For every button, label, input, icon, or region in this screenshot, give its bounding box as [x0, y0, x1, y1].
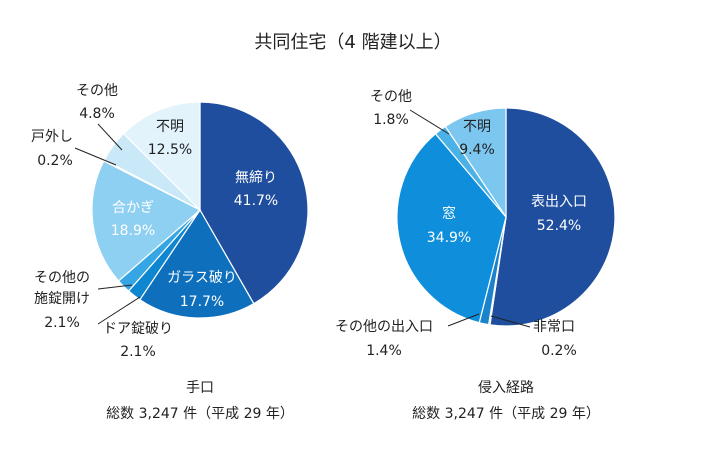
- slice-value-label: 34.9%: [427, 230, 471, 246]
- slice-value-label: 9.4%: [459, 142, 495, 158]
- slice-label: その他の出入口: [335, 319, 433, 335]
- slice-label: その他: [76, 83, 118, 99]
- slice-value-label: 2.1%: [120, 344, 156, 360]
- slice-value-label: 0.2%: [37, 153, 73, 169]
- leader-line: [409, 109, 450, 135]
- slice-value-label: 52.4%: [537, 218, 581, 234]
- slice-value-label: 4.8%: [79, 106, 115, 122]
- slice-label: 不明: [463, 119, 491, 135]
- pie-slice: [444, 107, 507, 219]
- slice-label: その他の: [34, 270, 90, 286]
- slice-label: 施錠開け: [34, 291, 90, 307]
- pie-slice: [122, 101, 201, 212]
- slice-value-label: 12.5%: [148, 142, 192, 158]
- slice-label: 無締り: [235, 169, 277, 186]
- pie-labels-method: 無締り 41.7% ガラス破り 17.7% 合かぎ 18.9% 不明 12.5%…: [31, 83, 278, 360]
- pie-slice: [139, 208, 255, 319]
- slice-label: 表出入口: [531, 194, 587, 210]
- leader-line: [97, 123, 123, 151]
- pie-subcaption-entry-route: 総数 3,247 件（平成 29 年）: [412, 406, 600, 422]
- slice-label: ガラス破り: [167, 270, 237, 286]
- pie-labels-entry-route: 表出入口 52.4% 窓 34.9% 不明 9.4% その他 1.8% その他の…: [335, 89, 587, 359]
- chart-title: 共同住宅（4 階建以上）: [254, 32, 451, 53]
- slice-label: 非常口: [533, 319, 575, 335]
- pie-subcaption-method: 総数 3,247 件（平成 29 年）: [106, 406, 294, 422]
- pie-chart-entry-route: [396, 107, 616, 327]
- slice-value-label: 2.1%: [44, 315, 80, 331]
- pie-slice: [489, 107, 616, 327]
- slice-label: その他: [370, 89, 412, 105]
- pie-slice: [199, 101, 309, 305]
- pie-slice: [396, 132, 507, 324]
- slice-label: ドア錠破り: [103, 321, 173, 337]
- slice-value-label: 41.7%: [234, 193, 278, 209]
- slice-value-label: 18.9%: [111, 223, 155, 239]
- pie-caption-entry-route: 侵入経路: [478, 379, 534, 396]
- leader-line: [447, 313, 480, 327]
- slice-value-label: 17.7%: [180, 294, 224, 310]
- slice-label: 窓: [442, 205, 456, 222]
- leader-line: [97, 284, 133, 290]
- leader-line: [97, 296, 141, 325]
- leader-line: [74, 147, 117, 166]
- slice-label: 不明: [156, 119, 184, 135]
- slice-value-label: 0.2%: [541, 343, 577, 359]
- slice-label: 合かぎ: [112, 200, 154, 216]
- pie-slice: [91, 160, 202, 282]
- pie-caption-method: 手口: [186, 380, 214, 396]
- slice-label: 戸外し: [31, 129, 73, 145]
- slice-value-label: 1.4%: [366, 343, 402, 359]
- leader-line: [490, 315, 531, 328]
- slice-value-label: 1.8%: [373, 112, 409, 128]
